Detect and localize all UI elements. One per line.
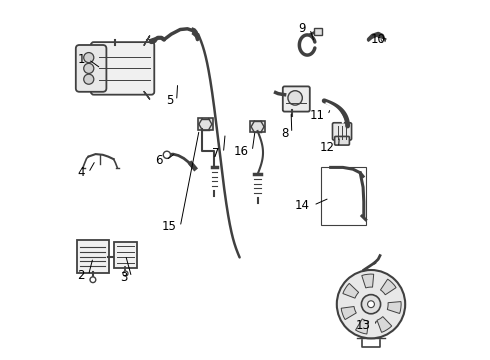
FancyBboxPatch shape	[76, 240, 109, 273]
Circle shape	[90, 277, 96, 283]
FancyBboxPatch shape	[114, 242, 137, 268]
Circle shape	[84, 53, 94, 63]
Text: 9: 9	[299, 22, 306, 35]
Text: 12: 12	[320, 141, 335, 154]
Circle shape	[123, 271, 128, 276]
FancyBboxPatch shape	[314, 28, 321, 35]
Text: 2: 2	[77, 269, 85, 282]
Circle shape	[84, 74, 94, 84]
Text: 5: 5	[166, 94, 173, 107]
FancyBboxPatch shape	[250, 121, 265, 132]
Text: 13: 13	[356, 319, 371, 332]
Wedge shape	[387, 302, 401, 314]
Circle shape	[368, 301, 374, 307]
Text: 15: 15	[162, 220, 176, 233]
Wedge shape	[380, 279, 396, 295]
Text: 11: 11	[309, 109, 324, 122]
Text: 1: 1	[77, 53, 85, 66]
FancyBboxPatch shape	[76, 45, 106, 92]
FancyBboxPatch shape	[335, 136, 349, 145]
Text: 16: 16	[234, 145, 248, 158]
Circle shape	[337, 270, 405, 338]
Circle shape	[84, 63, 94, 73]
Wedge shape	[356, 319, 368, 334]
FancyBboxPatch shape	[198, 118, 213, 130]
Wedge shape	[341, 306, 356, 320]
Text: 10: 10	[370, 33, 386, 46]
Wedge shape	[377, 316, 392, 332]
FancyBboxPatch shape	[91, 42, 154, 95]
Text: 4: 4	[77, 166, 85, 179]
FancyBboxPatch shape	[283, 86, 310, 112]
Bar	[320, 167, 366, 225]
Wedge shape	[362, 274, 374, 288]
Circle shape	[362, 294, 381, 314]
FancyBboxPatch shape	[333, 123, 351, 140]
Wedge shape	[343, 283, 359, 298]
Text: 8: 8	[281, 127, 288, 140]
Circle shape	[163, 151, 171, 158]
Text: 7: 7	[212, 147, 220, 159]
Text: 3: 3	[121, 271, 128, 284]
Text: 14: 14	[295, 199, 310, 212]
Text: 6: 6	[155, 154, 162, 167]
Circle shape	[288, 91, 302, 105]
